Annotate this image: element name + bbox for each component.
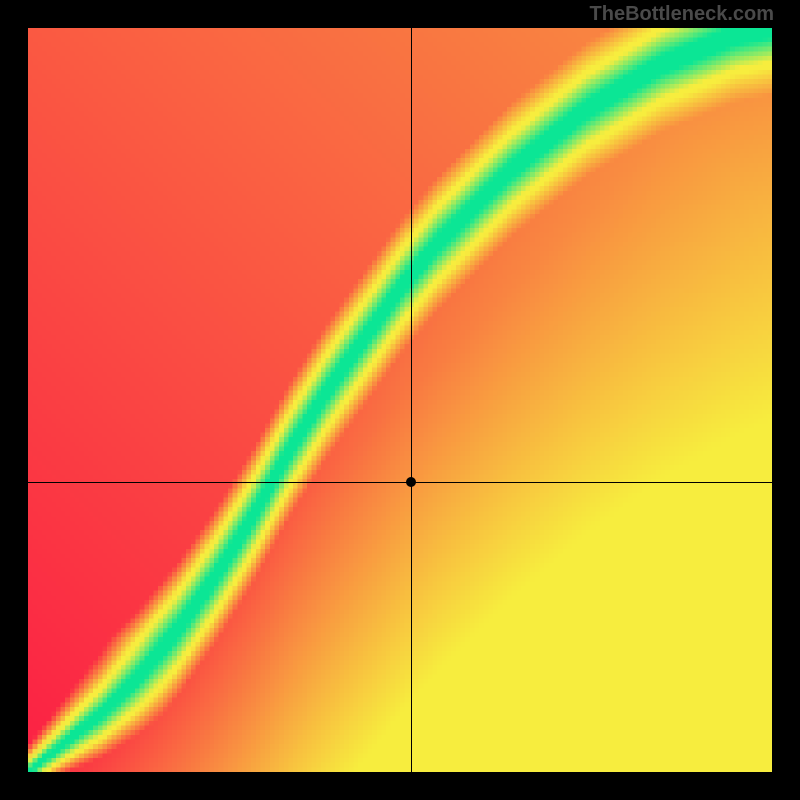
watermark-text: TheBottleneck.com: [590, 3, 774, 26]
crosshair-horizontal: [28, 482, 772, 483]
crosshair-vertical: [411, 28, 412, 772]
crosshair-marker: [406, 477, 416, 487]
bottleneck-heatmap: [28, 28, 772, 772]
heatmap-canvas: [28, 28, 772, 772]
